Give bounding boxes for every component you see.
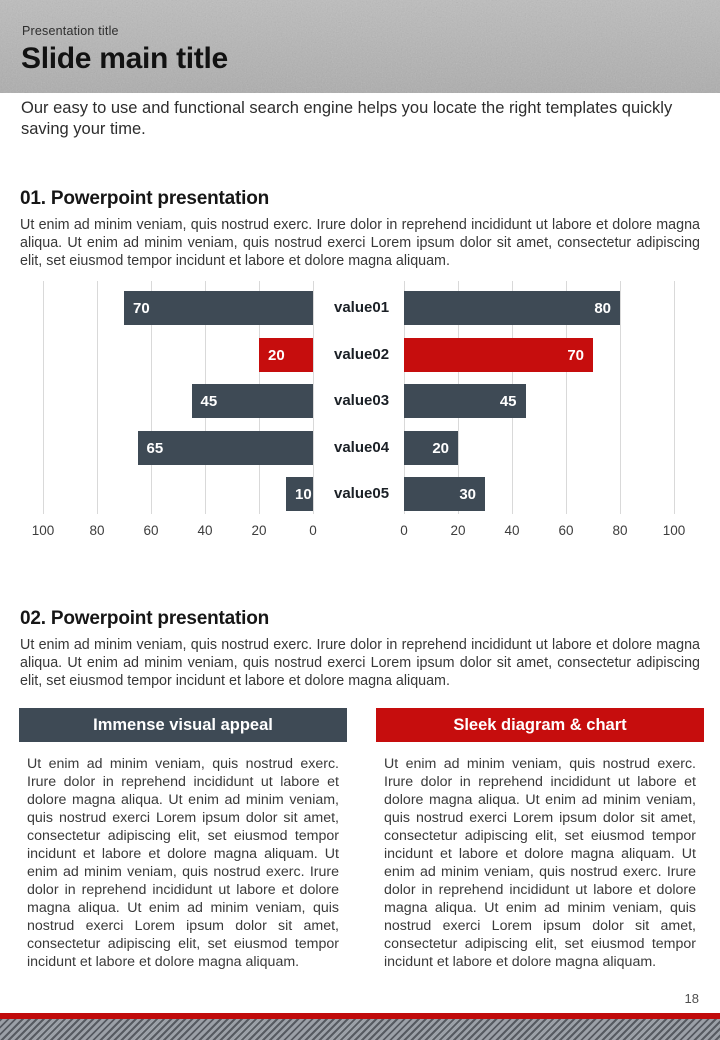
x-axis-tick-left: 80 [89,523,105,538]
left-bar-value05: 10 [286,477,313,511]
butterfly-bar-chart: 100 80 60 40 20 0 0 20 40 60 80 100 70 value01 80 20 val… [0,278,720,550]
x-axis-tick-left: 20 [251,523,267,538]
section-01-body: Ut enim ad minim veniam, quis nostrud ex… [20,217,700,269]
category-label-value02: value02 [334,346,390,363]
gridline [151,281,152,514]
slide-header: Presentation title Slide main title [0,0,720,93]
section-02: 02. Powerpoint presentation Ut enim ad m… [20,608,700,690]
section-02-body: Ut enim ad minim veniam, quis nostrud ex… [20,637,700,689]
bar-value-label: 30 [459,485,476,503]
bar-value-label: 70 [567,346,584,364]
category-label-value01: value01 [334,299,390,316]
category-label-value03: value03 [334,392,390,409]
card-immense-visual-appeal: Immense visual appeal Ut enim ad minim v… [19,708,347,971]
x-axis-tick-right: 80 [612,523,628,538]
gridline [566,281,567,514]
footer-red-line [0,1013,720,1019]
card-body: Ut enim ad minim veniam, quis nostrud ex… [384,756,696,970]
gridline [97,281,98,514]
card-title-dark: Immense visual appeal [19,708,347,742]
left-bar-value02: 20 [259,338,313,372]
gridline [620,281,621,514]
right-bar-value03: 45 [404,384,526,418]
intro-text: Our easy to use and functional search en… [21,99,673,138]
right-bar-value04: 20 [404,431,458,465]
x-axis-tick-right: 100 [662,523,686,538]
bar-value-label: 20 [432,439,449,457]
bar-value-label: 65 [146,439,164,457]
bar-value-label: 45 [200,392,218,410]
gridline [674,281,675,514]
section-01-heading: 01. Powerpoint presentation [20,188,270,209]
concrete-texture [0,0,720,93]
card-title-red: Sleek diagram & chart [376,708,704,742]
bar-value-label: 20 [268,346,285,364]
x-axis-tick-left: 60 [143,523,159,538]
section-01: 01. Powerpoint presentation Ut enim ad m… [20,188,700,270]
right-bar-value01: 80 [404,291,620,325]
left-bar-value04: 65 [137,431,313,465]
section-02-heading: 02. Powerpoint presentation [20,608,270,629]
x-axis-tick-left: 100 [31,523,55,538]
footer-striped-band [0,1019,720,1040]
left-bar-value01: 70 [124,291,313,325]
page-number: 18 [684,991,699,1006]
card-sleek-diagram-chart: Sleek diagram & chart Ut enim ad minim v… [376,708,704,971]
gridline [43,281,44,514]
category-label-value05: value05 [334,485,390,502]
bar-value-label: 10 [295,485,312,503]
x-axis-tick-left: 40 [197,523,213,538]
x-axis-tick-right: 20 [450,523,466,538]
bar-value-label: 45 [499,392,517,410]
gridline [313,281,314,514]
slide-main-title: Slide main title [21,42,228,75]
x-axis-tick-right: 60 [558,523,574,538]
left-bar-value03: 45 [191,384,313,418]
x-axis-tick-right: 0 [400,523,408,538]
bar-value-label: 70 [133,299,150,317]
presentation-title: Presentation title [22,24,119,38]
x-axis-tick-right: 40 [504,523,520,538]
right-bar-value05: 30 [404,477,485,511]
card-body: Ut enim ad minim veniam, quis nostrud ex… [27,756,339,970]
x-axis-tick-left: 0 [309,523,317,538]
right-bar-value02: 70 [404,338,593,372]
bar-value-label: 80 [594,299,611,317]
category-label-value04: value04 [334,439,390,456]
